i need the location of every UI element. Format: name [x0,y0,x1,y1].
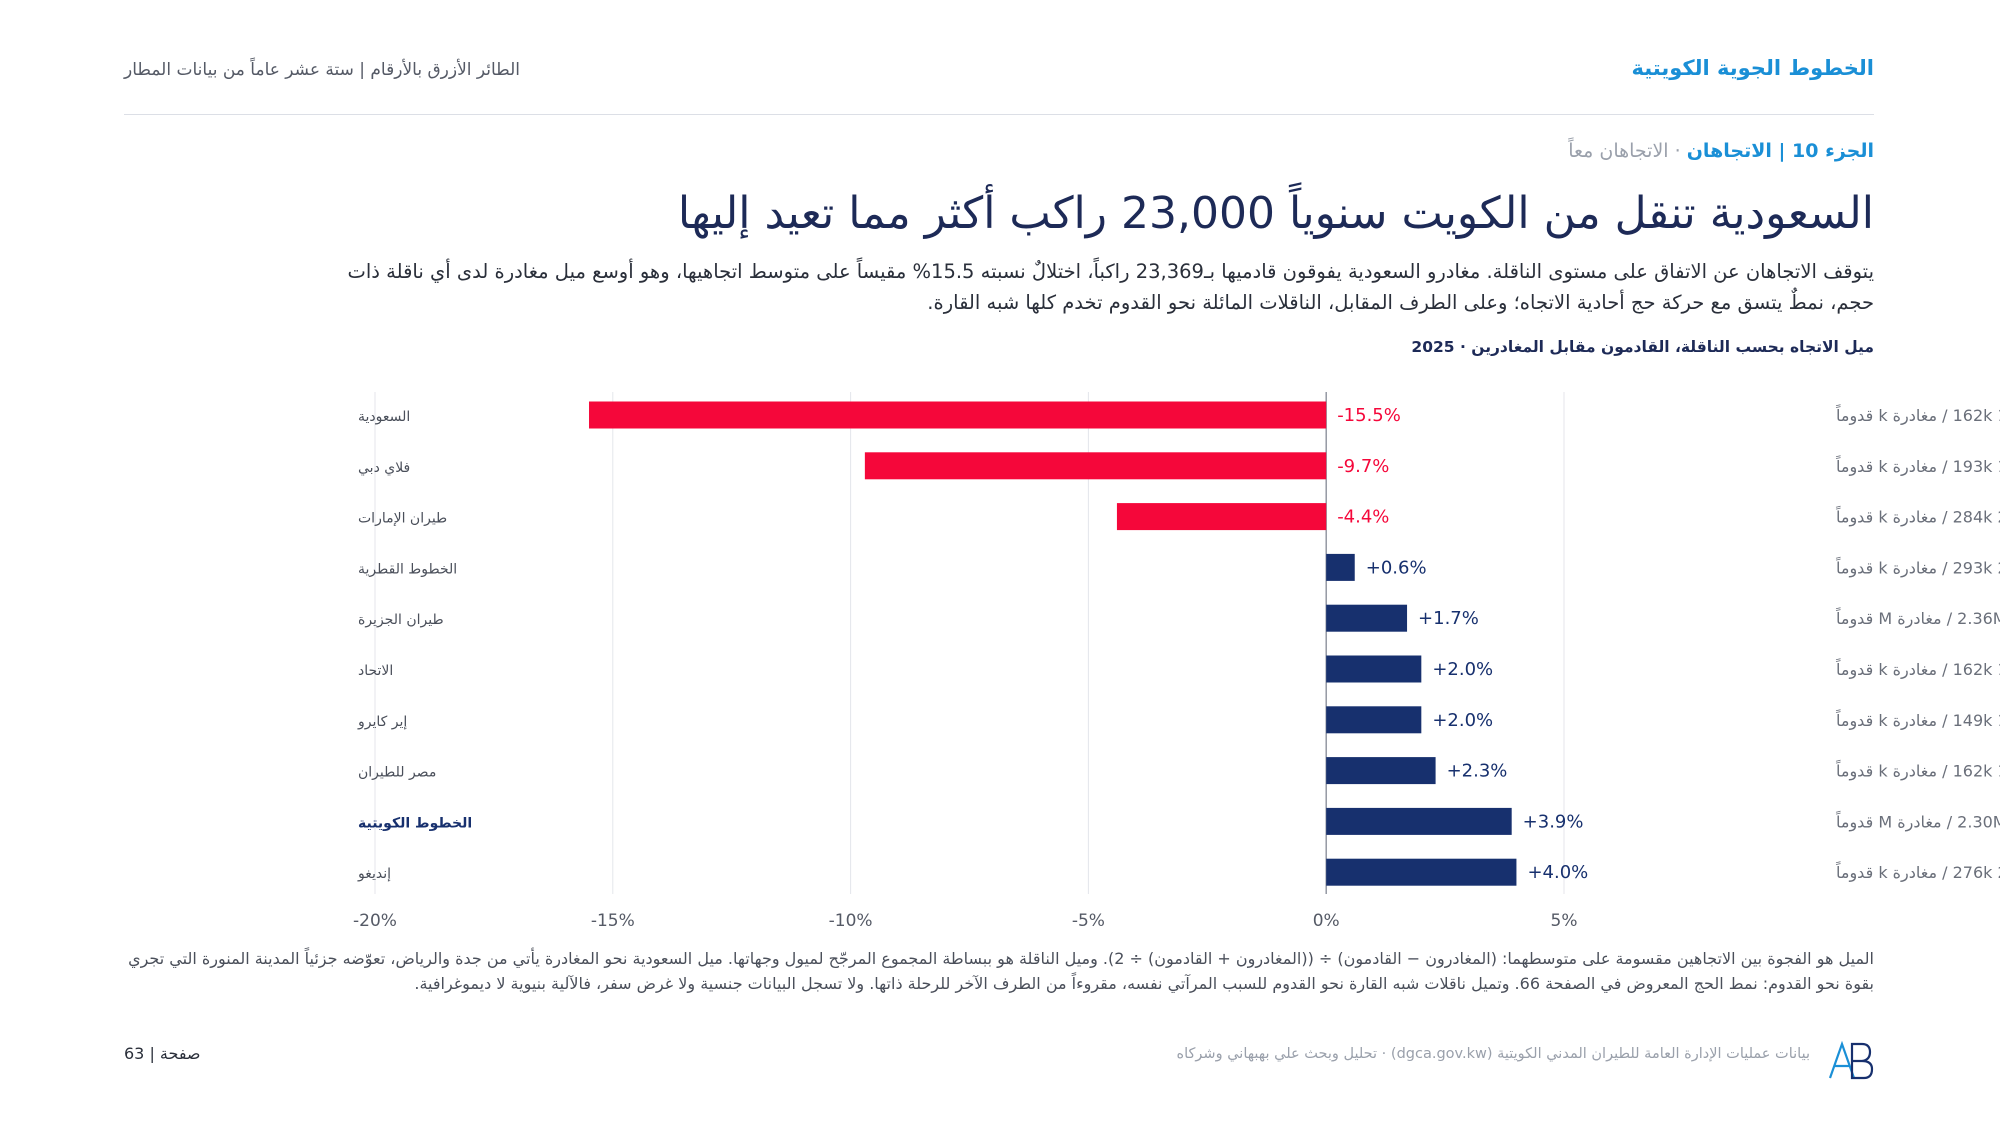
side-label: 284k 272 / مغادرة k قدوماً [1835,505,2000,528]
data-label: +0.6% [1366,557,1427,578]
category-label: السعودية [358,409,410,425]
brand-title: الخطوط الجوية الكويتية [1631,56,1874,80]
chart-title: ميل الاتجاه بحسب الناقلة، القادمون مقابل… [1411,338,1874,356]
lede-paragraph: يتوقف الاتجاهان عن الاتفاق على مستوى الن… [347,260,1874,314]
header-divider [124,114,1874,115]
side-label: 193k 175 / مغادرة k قدوماً [1835,454,2000,477]
bar [1326,604,1408,632]
footnote: الميل هو الفجوة بين الاتجاهين مقسومة على… [128,949,1874,993]
bar-chart: -20% -15% -10% -5% 0% 5% -15.5% السعودية 162k 13… [353,392,2000,931]
bar [1326,858,1517,886]
bar [1326,655,1422,683]
category-label: مصر للطيران [358,765,436,781]
side-label: 293k 294 / مغادرة k قدوماً [1835,556,2000,579]
bar [1116,503,1327,531]
page-number: صفحة | 63 [124,1044,201,1063]
category-label: الخطوط القطرية [358,561,457,577]
data-label: -9.7% [1337,456,1389,477]
side-label: 2.30M 2.39 / مغادرة M قدوماً [1835,810,2000,833]
section-label: الجزء 10 | الاتجاهان · الاتجاهان معاً [1568,140,1874,162]
x-tick-label: 0% [1313,911,1340,931]
category-label: طيران الجزيرة [358,612,444,628]
category-label: الاتحاد [358,663,393,679]
bar [864,452,1327,480]
report-title: الطائر الأزرق بالأرقام | ستة عشر عاماً م… [124,60,521,80]
category-label: إير كايرو [357,714,407,730]
data-label: +2.0% [1432,710,1493,731]
source-line: بيانات عمليات الإدارة العامة للطيران الم… [1176,1046,1810,1062]
data-label: +2.3% [1447,761,1508,782]
bar [1326,757,1436,785]
section-sublabel: · الاتجاهان معاً [1568,140,1681,162]
side-label: 162k 166 / مغادرة k قدوماً [1835,759,2000,782]
data-label: -4.4% [1337,507,1389,528]
data-label: +3.9% [1523,811,1584,832]
section-number: الجزء 10 | الاتجاهان [1686,140,1874,162]
data-label: +1.7% [1418,608,1479,629]
x-tick-label: -15% [591,911,635,931]
side-label: 2.36M 2.40 / مغادرة M قدوماً [1835,607,2000,630]
bar [1326,807,1512,835]
bar [1326,706,1422,734]
ab-monogram-icon [1828,1040,1874,1080]
category-label: الخطوط الكويتية [358,815,472,831]
x-tick-label: -10% [829,911,873,931]
side-label: 162k 139 / مغادرة k قدوماً [1835,403,2000,426]
category-label: فلاي دبي [358,460,410,476]
data-label: +4.0% [1527,862,1588,883]
x-tick-label: 5% [1551,911,1578,931]
bar [1326,553,1355,581]
category-label: إنديغو [357,866,391,882]
data-label: +2.0% [1432,659,1493,680]
x-tick-label: -20% [353,911,397,931]
x-tick-label: -5% [1072,911,1105,931]
side-label: 149k 152 / مغادرة k قدوماً [1835,708,2000,731]
side-label: 276k 287 / مغادرة k قدوماً [1835,861,2000,884]
side-label: 162k 166 / مغادرة k قدوماً [1835,657,2000,680]
bar [589,401,1327,429]
data-label: -15.5% [1337,405,1401,426]
page-headline: السعودية تنقل من الكويت سنوياً 23,000 را… [677,188,1874,239]
category-label: طيران الإمارات [358,511,447,527]
